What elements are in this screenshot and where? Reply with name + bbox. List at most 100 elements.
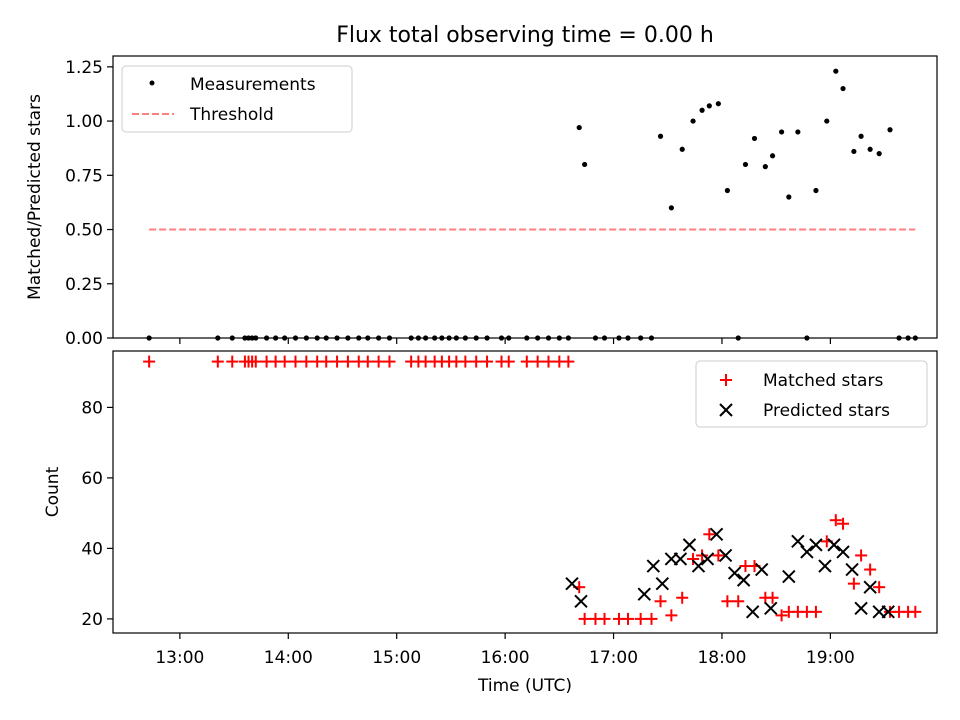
- predicted-star-point: [736, 573, 751, 587]
- predicted-star-point: [809, 538, 823, 552]
- measurement-point: [824, 118, 830, 124]
- matched-star-point: [361, 355, 374, 368]
- matched-star-point: [837, 517, 850, 530]
- top-marks: [146, 68, 918, 341]
- measurement-point: [795, 129, 801, 135]
- predicted-star-point: [727, 566, 742, 580]
- measurement-point: [724, 187, 730, 194]
- matched-star-point: [249, 355, 262, 368]
- matched-star-point: [847, 577, 860, 590]
- predicted-star-stroke-b: [755, 562, 769, 577]
- matched-star-point: [766, 591, 779, 604]
- predicted-star-stroke-b: [574, 594, 588, 608]
- measurement-point: [751, 135, 758, 142]
- bottom-x-axis-label: Time (UTC): [477, 676, 572, 696]
- bottom-y-tick-label: 20: [81, 610, 103, 630]
- bottom-y-tick-label: 80: [81, 398, 103, 418]
- matched-star-point: [459, 355, 472, 368]
- top-axes-frame: [112, 55, 938, 339]
- top-y-tick-label: 1.25: [65, 58, 103, 78]
- measurement-point: [851, 148, 857, 155]
- predicted-star-stroke-b: [791, 534, 805, 549]
- predicted-star-stroke-b: [836, 545, 850, 559]
- matched-star-point: [278, 355, 291, 368]
- matched-star-point: [372, 355, 385, 368]
- bottom-legend: Matched stars Predicted stars: [695, 360, 928, 428]
- predicted-star-stroke-b: [655, 576, 670, 591]
- bottom-x-tick-label: 13:00: [155, 648, 204, 668]
- top-y-tick-label: 0.75: [65, 166, 103, 186]
- matched-star-point: [829, 514, 842, 527]
- measurement-point: [715, 101, 721, 107]
- matched-star-point: [502, 355, 515, 368]
- predicted-star-point: [782, 569, 796, 584]
- predicted-star-point: [700, 552, 715, 566]
- predicted-star-stroke-b: [809, 538, 823, 552]
- predicted-star-stroke-b: [691, 559, 706, 573]
- predicted-star-point: [574, 594, 588, 608]
- legend-threshold-label: Threshold: [189, 105, 274, 125]
- measurement-point: [742, 161, 749, 168]
- matched-star-point: [331, 355, 344, 368]
- top-y-tick-label: 0.25: [65, 275, 103, 295]
- predicted-star-stroke-b: [800, 545, 814, 559]
- matched-star-point: [809, 605, 822, 618]
- bottom-axes-frame: [112, 350, 938, 634]
- bottom-y-axis-label: Count: [43, 466, 63, 517]
- predicted-star-point: [854, 601, 868, 616]
- predicted-star-point: [818, 559, 832, 573]
- measurement-point: [813, 187, 819, 194]
- measurement-point: [887, 127, 893, 133]
- predicted-star-stroke-b: [565, 576, 579, 591]
- matched-star-point: [873, 581, 886, 594]
- matched-star-point: [732, 595, 745, 608]
- top-y-tick-label: 0.00: [65, 329, 103, 349]
- matched-star-point: [696, 549, 709, 562]
- bottom-y-ticks: 20 40 60 80: [81, 398, 113, 630]
- legend-measurements-marker: [149, 80, 155, 86]
- matched-star-point: [712, 549, 725, 562]
- measurement-point: [576, 124, 582, 131]
- predicted-star-point: [709, 527, 724, 542]
- matched-star-point: [634, 612, 647, 625]
- predicted-star-stroke-b: [718, 548, 733, 563]
- matched-star-point: [542, 355, 555, 368]
- measurement-point: [769, 153, 776, 159]
- matched-star-point: [703, 528, 716, 541]
- top-y-tick-label: 0.50: [65, 221, 103, 241]
- predicted-star-stroke-b: [673, 552, 688, 566]
- predicted-star-point: [755, 562, 769, 577]
- measurement-point: [876, 151, 882, 157]
- predicted-star-point: [863, 580, 877, 594]
- predicted-star-point: [845, 562, 859, 577]
- matched-star-point: [578, 612, 591, 625]
- predicted-star-point: [836, 545, 850, 559]
- bottom-x-ticks: 13:00 14:00 15:00 16:00 17:00 18:00 19:00: [155, 633, 855, 668]
- matched-star-point: [676, 591, 689, 604]
- matched-star-point: [531, 355, 544, 368]
- predicted-star-point: [800, 545, 814, 559]
- top-y-tick-label: 1.00: [65, 112, 103, 132]
- predicted-star-stroke-b: [709, 527, 724, 542]
- matched-star-point: [289, 355, 302, 368]
- predicted-star-stroke-b: [637, 587, 651, 601]
- matched-star-point: [665, 609, 678, 622]
- measurement-point: [657, 133, 664, 139]
- predicted-star-point: [827, 538, 841, 552]
- predicted-star-stroke-b: [727, 566, 742, 580]
- legend-predicted-label: Predicted stars: [763, 401, 890, 421]
- bottom-y-tick-label: 60: [81, 469, 103, 489]
- matched-star-point: [143, 355, 156, 368]
- bottom-x-tick-label: 17:00: [589, 648, 638, 668]
- top-y-ticks: 0.00 0.25 0.50 0.75 1.00 1.25: [65, 58, 113, 349]
- measurement-point: [786, 194, 792, 200]
- matched-star-point: [562, 355, 575, 368]
- measurement-point: [679, 146, 685, 152]
- predicted-star-point: [764, 601, 778, 616]
- top-panel: 0.00 0.25 0.50 0.75 1.00 1.25 Matched/Predict…: [25, 55, 938, 349]
- measurement-point: [699, 107, 705, 113]
- predicted-star-stroke-b: [854, 601, 868, 616]
- matched-star-point: [300, 355, 313, 368]
- matched-star-point: [775, 609, 788, 622]
